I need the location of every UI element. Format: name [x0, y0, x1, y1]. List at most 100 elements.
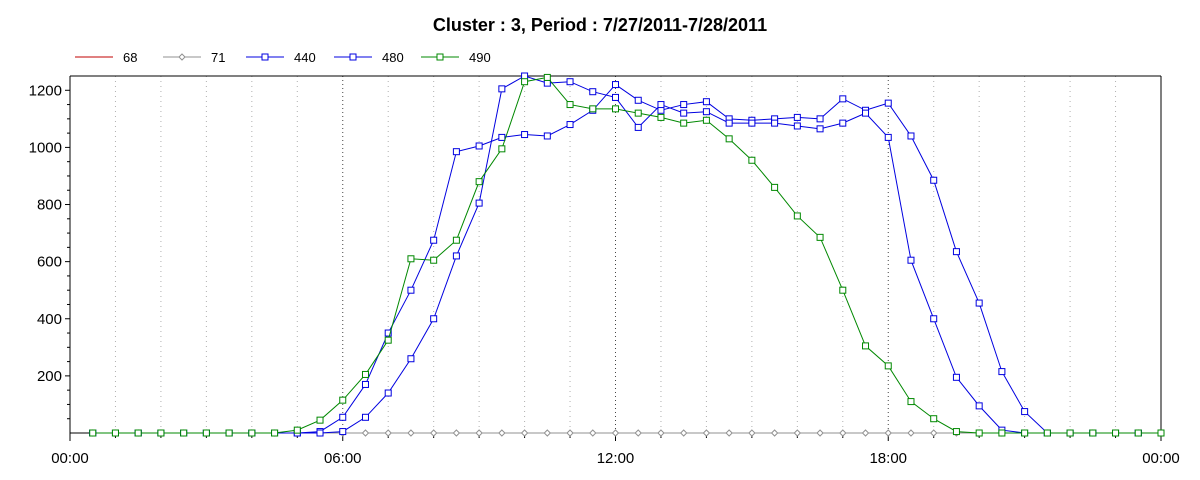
data-point [861, 429, 870, 437]
data-point [862, 342, 870, 350]
data-point [1089, 429, 1097, 437]
data-point [611, 429, 620, 437]
data-point [498, 133, 506, 141]
data-point [1112, 429, 1120, 437]
data-point [521, 78, 529, 86]
data-point [680, 109, 688, 117]
data-point [339, 413, 347, 421]
data-point [680, 119, 688, 127]
data-point [475, 199, 483, 207]
y-tick-label: 200 [37, 368, 62, 385]
legend-label: 68 [123, 50, 137, 65]
data-point [361, 380, 369, 388]
data-point [452, 429, 461, 437]
data-point [884, 99, 892, 107]
data-point [1134, 429, 1142, 437]
series-490 [89, 73, 1165, 437]
data-point [748, 429, 756, 437]
data-point [702, 429, 711, 437]
data-point [952, 373, 960, 381]
data-point [770, 429, 779, 437]
legend-label: 490 [469, 50, 491, 65]
data-point [429, 429, 438, 437]
data-point [634, 429, 642, 437]
data-point [452, 148, 460, 156]
data-point [498, 429, 506, 437]
data-point [452, 236, 460, 244]
y-tick-label: 800 [37, 197, 62, 214]
legend-marker [178, 53, 186, 61]
data-point [998, 429, 1006, 437]
chart-title: Cluster : 3, Period : 7/27/2011-7/28/201… [433, 15, 767, 35]
data-point [725, 135, 733, 143]
series-layer [89, 72, 1165, 437]
data-point [384, 329, 392, 337]
data-point [725, 119, 733, 127]
data-point [930, 415, 938, 423]
data-point [657, 113, 665, 121]
legend-label: 71 [211, 50, 225, 65]
data-point [407, 429, 415, 437]
data-point [884, 429, 892, 437]
data-point [339, 428, 347, 436]
legend-label: 440 [294, 50, 316, 65]
data-point [657, 429, 665, 437]
data-point [975, 299, 983, 307]
data-point [816, 125, 824, 133]
data-point [612, 93, 619, 101]
data-point [862, 109, 870, 117]
y-tick-label: 1200 [29, 82, 62, 99]
data-point [521, 72, 529, 80]
grid [70, 76, 1161, 433]
data-point [816, 233, 824, 241]
data-point [657, 101, 665, 109]
data-point [566, 429, 574, 437]
data-point [816, 429, 824, 437]
data-point [475, 178, 483, 186]
data-point [384, 429, 392, 437]
data-point [430, 256, 438, 264]
data-point [589, 429, 597, 437]
data-point [702, 98, 710, 106]
data-point [430, 236, 438, 244]
data-point [839, 429, 847, 437]
data-point [384, 336, 392, 344]
data-point [498, 145, 506, 153]
data-point [907, 429, 915, 437]
series-line-490 [92, 76, 1161, 434]
data-point [543, 132, 551, 140]
legend-marker [349, 53, 357, 61]
data-point [612, 81, 619, 89]
data-point [793, 113, 801, 121]
data-point [1043, 429, 1051, 437]
data-point [975, 402, 983, 410]
data-point [111, 429, 119, 437]
data-point [475, 142, 483, 150]
x-tick-label: 00:00 [51, 450, 89, 467]
x-tick-label: 12:00 [597, 450, 635, 467]
legend-item-490: 490 [421, 50, 491, 65]
y-tick-label: 600 [37, 254, 62, 271]
data-point [702, 116, 710, 124]
data-point [521, 131, 529, 139]
data-point [361, 413, 369, 421]
x-tick-label: 06:00 [324, 450, 362, 467]
data-point [634, 109, 642, 117]
data-point [566, 78, 574, 86]
data-point [543, 429, 552, 437]
data-point [157, 429, 165, 437]
legend-item-480: 480 [334, 50, 404, 65]
data-point [1021, 408, 1029, 416]
data-point [543, 73, 551, 81]
data-point [498, 85, 506, 93]
data-point [793, 122, 801, 130]
data-point [89, 429, 97, 437]
data-point [361, 370, 369, 378]
y-tick-label: 1000 [29, 139, 62, 156]
data-point [907, 132, 915, 140]
x-tick-label: 18:00 [869, 450, 907, 467]
y-tick-label: 400 [37, 311, 62, 328]
data-point [725, 429, 733, 437]
data-point [293, 426, 301, 434]
